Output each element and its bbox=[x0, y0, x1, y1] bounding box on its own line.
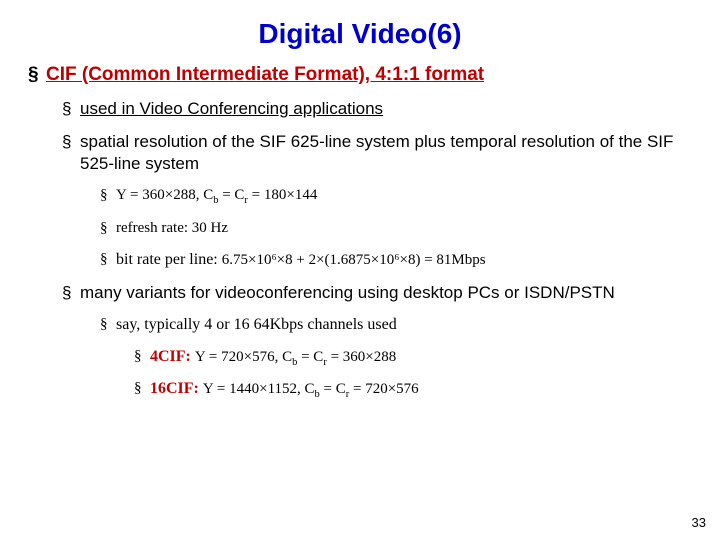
bullet-refresh: refresh rate: 30 Hz bbox=[100, 219, 704, 238]
cif16-mid: = C bbox=[320, 381, 346, 397]
cif16-y: Y = 1440×1152, C bbox=[203, 381, 315, 397]
slide-content: CIF (Common Intermediate Format), 4:1:1 … bbox=[0, 64, 720, 401]
cif4-mid: = C bbox=[297, 349, 323, 365]
bullet-4cif: 4CIF: Y = 720×576, Cb = Cr = 360×288 bbox=[134, 347, 704, 369]
bullet-bitrate: bit rate per line: 6.75×10⁶×8 + 2×(1.687… bbox=[100, 250, 704, 270]
bitrate-value: 6.75×10⁶×8 + 2×(1.6875×10⁶×8) = 81Mbps bbox=[222, 252, 486, 268]
cif16-tail: = 720×576 bbox=[349, 381, 418, 397]
bullet-spatial-res: spatial resolution of the SIF 625-line s… bbox=[62, 131, 704, 174]
bullet-resolution: Y = 360×288, Cb = Cr = 180×144 bbox=[100, 186, 704, 207]
bullet-used-in: used in Video Conferencing applications bbox=[62, 98, 704, 119]
heading-cif: CIF (Common Intermediate Format), 4:1:1 … bbox=[28, 64, 704, 86]
res-y: Y = 360×288, C bbox=[116, 187, 213, 203]
res-mid: = C bbox=[218, 187, 244, 203]
page-number: 33 bbox=[692, 515, 706, 530]
slide-title: Digital Video(6) bbox=[0, 0, 720, 64]
bitrate-label: bit rate per line: bbox=[116, 251, 222, 268]
cif4-y: Y = 720×576, C bbox=[195, 349, 292, 365]
bullet-variants: many variants for videoconferencing usin… bbox=[62, 282, 704, 303]
cif4-tail: = 360×288 bbox=[327, 349, 396, 365]
channels-text: say, typically 4 or 16 64Kbps channels u… bbox=[116, 316, 397, 333]
cif16-label: 16CIF: bbox=[150, 380, 203, 397]
res-tail: = 180×144 bbox=[248, 187, 317, 203]
bullet-channels: say, typically 4 or 16 64Kbps channels u… bbox=[100, 315, 704, 335]
bullet-16cif: 16CIF: Y = 1440×1152, Cb = Cr = 720×576 bbox=[134, 379, 704, 401]
cif4-label: 4CIF: bbox=[150, 348, 195, 365]
